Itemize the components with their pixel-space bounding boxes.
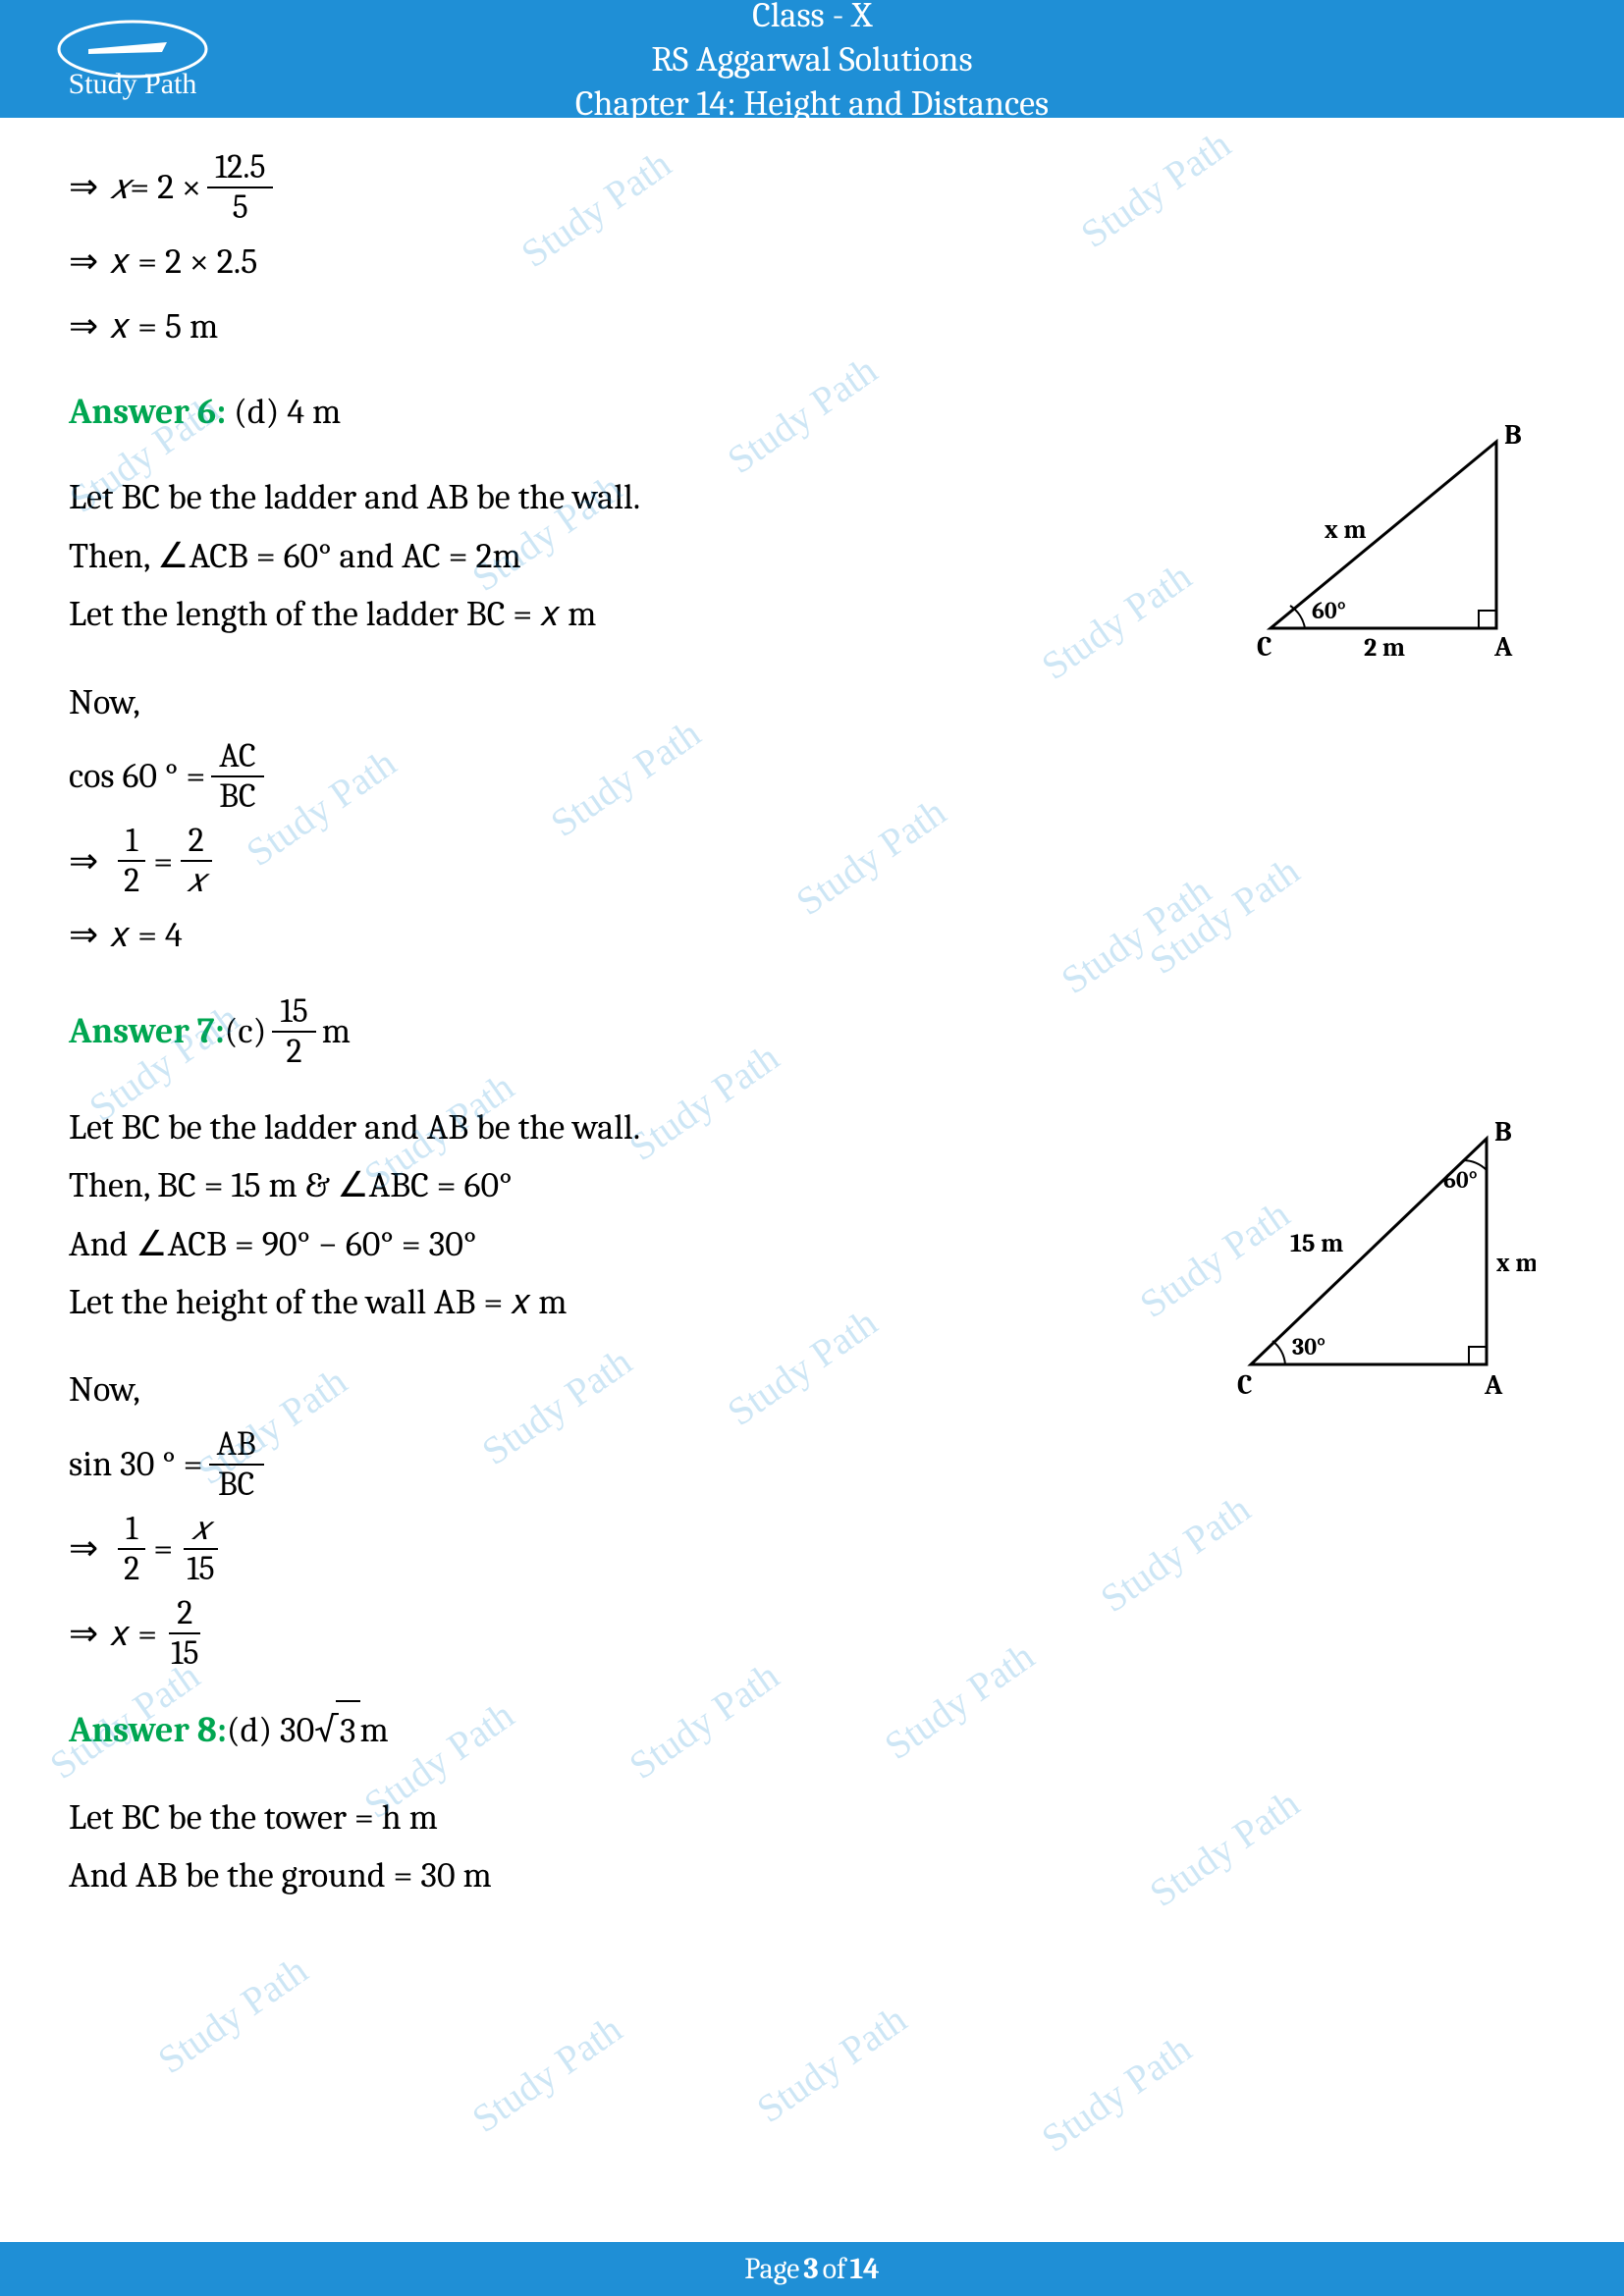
watermark: Study Path	[459, 1999, 636, 2150]
watermark: Study Path	[144, 1940, 322, 2091]
answer-label: Answer 8:	[69, 1701, 227, 1759]
header-title-block: Class - X RS Aggarwal Solutions Chapter …	[39, 0, 1585, 126]
svg-text:B: B	[1494, 1116, 1512, 1148]
triangle-diagram-1: B C A x m 2 m 60°	[1231, 412, 1536, 667]
svg-text:C: C	[1257, 631, 1272, 663]
equation-line: ⇒ 𝑥 = 5 m	[69, 297, 1555, 355]
answer-label: Answer 6:	[69, 392, 226, 432]
page-footer: Page 3 of 14	[0, 2242, 1624, 2296]
answer-label: Answer 7:	[69, 1002, 225, 1060]
answer-8-heading: Answer 8: (d) 30 √ 3 m	[69, 1700, 1555, 1760]
watermark: Study Path	[1028, 2018, 1206, 2169]
svg-text:B: B	[1504, 419, 1522, 451]
sqrt: √ 3	[314, 1700, 359, 1760]
equation-line: ⇒ 𝑥 = 2 × 12.5 5	[69, 148, 1555, 227]
svg-text:A: A	[1493, 631, 1513, 663]
answer-8-body: Let BC be the tower = h m And AB be the …	[69, 1789, 1555, 1905]
content-area: Study PathStudy PathStudy PathStudy Path…	[0, 118, 1624, 1905]
svg-text:30°: 30°	[1292, 1333, 1326, 1361]
svg-text:x m: x m	[1496, 1249, 1536, 1278]
equation-line: ⇒ 𝑥 = 2 × 2.5	[69, 233, 1555, 291]
header-line-1: Class - X	[39, 0, 1585, 37]
svg-text:2 m: 2 m	[1364, 633, 1405, 663]
page-header: Study Path Class - X RS Aggarwal Solutio…	[0, 0, 1624, 118]
svg-text:A: A	[1484, 1369, 1503, 1401]
fraction: 12.5 5	[207, 148, 274, 227]
svg-text:60°: 60°	[1312, 597, 1346, 624]
svg-text:C: C	[1237, 1369, 1252, 1401]
svg-text:x m: x m	[1325, 515, 1367, 545]
answer-7-heading: Answer 7: (c) 15 2 m	[69, 992, 1555, 1071]
svg-text:60°: 60°	[1443, 1166, 1478, 1194]
header-line-2: RS Aggarwal Solutions	[39, 37, 1585, 81]
svg-text:15 m: 15 m	[1290, 1229, 1343, 1258]
watermark: Study Path	[743, 1989, 921, 2140]
triangle-diagram-2: B C A 15 m x m 30° 60°	[1212, 1109, 1536, 1404]
